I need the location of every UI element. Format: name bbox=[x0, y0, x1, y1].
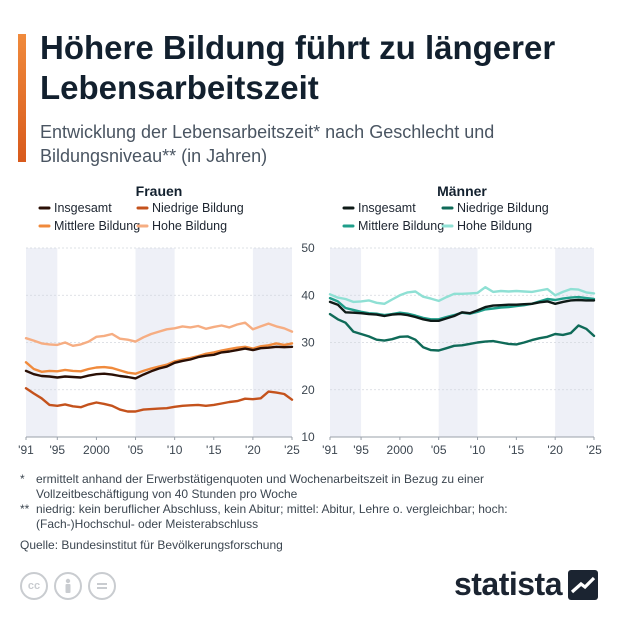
chart-2-x-tick-label: '91 bbox=[322, 443, 338, 457]
chart-2-legend-label-1: Insgesamt bbox=[358, 201, 416, 215]
chart-1-legend-label-3: Mittlere Bildung bbox=[54, 219, 140, 233]
chart-1-title: Frauen bbox=[136, 183, 183, 199]
statista-logo-icon bbox=[568, 569, 598, 600]
page-title: Höhere Bildung führt zu längerer Lebensa… bbox=[40, 29, 556, 106]
license-icons: cc bbox=[20, 572, 116, 600]
chart-2-x-tick-label: '95 bbox=[353, 443, 369, 457]
footnote-1-text: ermittelt anhand der Erwerbstätigenquote… bbox=[36, 472, 485, 501]
page-subtitle: Entwicklung der Lebensarbeitszeit* nach … bbox=[40, 122, 495, 166]
chart-2-legend-label-3: Mittlere Bildung bbox=[358, 219, 444, 233]
charts-area: '91 '95 2000 '05 '10 '15 '20 '25 Frauen Insgesamt… bbox=[18, 183, 602, 457]
chart-2-y-tick-label: 40 bbox=[301, 288, 315, 302]
chart-2-y-tick-label: 10 bbox=[301, 430, 315, 444]
chart-2-legend-label-2: Niedrige Bildung bbox=[457, 201, 549, 215]
statista-logo[interactable]: statista bbox=[454, 566, 598, 603]
chart-1-x-tick-label: '05 bbox=[128, 443, 144, 457]
chart-2-x-tick-label: 2000 bbox=[387, 443, 414, 457]
chart-1-x-tick-label: '10 bbox=[167, 443, 183, 457]
footnote-1: * ermittelt anhand der Erwerbstätigenquo… bbox=[20, 472, 600, 502]
title-accent-bar bbox=[18, 34, 26, 162]
chart-1-x-tick-label: '15 bbox=[206, 443, 222, 457]
chart-1-series-line-4 bbox=[24, 321, 294, 347]
chart-1-series-line-2 bbox=[24, 387, 294, 413]
chart-2-series-line-4 bbox=[328, 286, 596, 305]
equals-icon[interactable] bbox=[88, 572, 116, 600]
chart-2-series-line-2 bbox=[328, 312, 596, 352]
chart-1-x-tick-label: '95 bbox=[49, 443, 65, 457]
chart-1-x-tick-label: '25 bbox=[284, 443, 300, 457]
chart-1-legend-label-1: Insgesamt bbox=[54, 201, 112, 215]
footnotes: * ermittelt anhand der Erwerbstätigenquo… bbox=[20, 472, 600, 553]
chart-2-y-tick-label: 50 bbox=[301, 241, 315, 255]
cc-icon[interactable]: cc bbox=[20, 572, 48, 600]
chart-1-x-tick-label: '91 bbox=[18, 443, 34, 457]
chart-1-x-tick-label: '20 bbox=[245, 443, 261, 457]
footnote-2-text: niedrig: kein beruflicher Abschluss, kei… bbox=[36, 502, 508, 531]
chart-1-legend-label-2: Niedrige Bildung bbox=[152, 201, 244, 215]
brand-wordmark: statista bbox=[453, 566, 563, 602]
chart-2-x-tick-label: '10 bbox=[470, 443, 486, 457]
chart-2-legend-label-4: Hohe Bildung bbox=[457, 219, 532, 233]
footnote-1-mark: * bbox=[20, 472, 25, 486]
source-note: Quelle: Bundesinstitut für Bevölkerungsf… bbox=[20, 538, 283, 552]
chart-1-series-line-3 bbox=[24, 342, 294, 375]
chart-2-x-tick-label: '15 bbox=[509, 443, 525, 457]
chart-2-x-tick-label: '25 bbox=[586, 443, 602, 457]
chart-2-x-tick-label: '05 bbox=[431, 443, 447, 457]
chart-2-series-line-1 bbox=[328, 298, 596, 322]
person-icon[interactable] bbox=[54, 572, 82, 600]
chart-1-x-tick-label: 2000 bbox=[83, 443, 110, 457]
footnote-2-mark: ** bbox=[20, 502, 30, 516]
chart-2-x-tick-label: '20 bbox=[547, 443, 563, 457]
chart-2-y-tick-label: 20 bbox=[301, 383, 315, 397]
chart-2-y-tick-label: 30 bbox=[301, 336, 315, 350]
chart-2-title: Männer bbox=[437, 183, 487, 199]
chart-1-legend-label-4: Hohe Bildung bbox=[152, 219, 227, 233]
chart-1-series-line-1 bbox=[24, 345, 294, 380]
footnote-2: ** niedrig: kein beruflicher Abschluss, … bbox=[20, 502, 600, 532]
